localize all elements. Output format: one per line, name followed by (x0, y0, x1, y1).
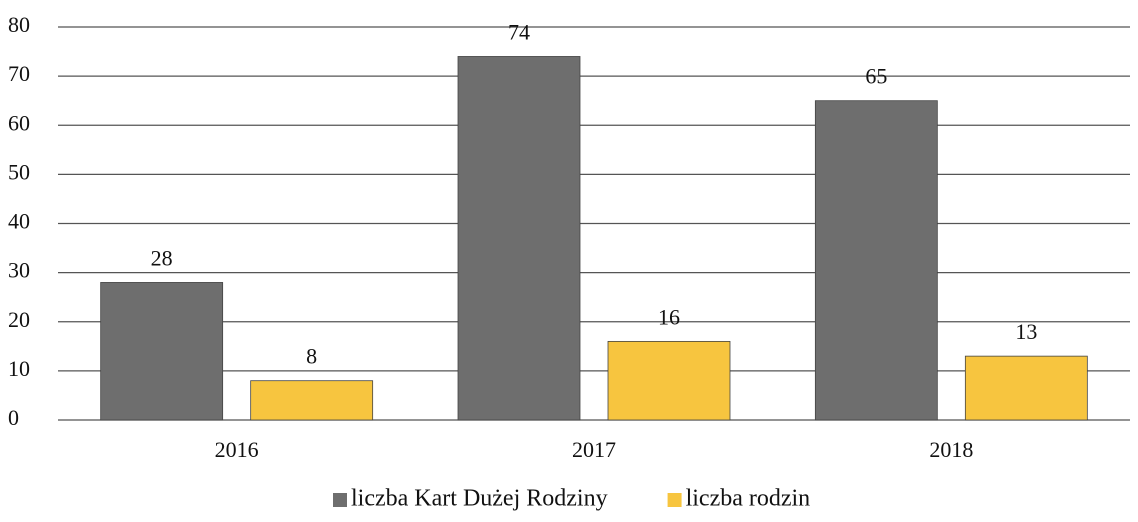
y-tick-label: 40 (8, 209, 30, 234)
y-tick-label: 10 (8, 356, 30, 381)
y-tick-label: 70 (8, 61, 30, 86)
y-tick-label: 80 (8, 12, 30, 37)
value-label: 16 (658, 304, 680, 329)
legend-swatch (667, 493, 682, 507)
value-label: 8 (306, 344, 317, 369)
legend-label: liczba rodzin (686, 486, 811, 512)
x-tick-label: 2017 (572, 437, 616, 462)
x-tick-label: 2018 (929, 437, 973, 462)
x-tick-label: 2016 (215, 437, 259, 462)
y-tick-label: 0 (8, 405, 19, 430)
bar (814, 100, 938, 421)
y-tick-label: 20 (8, 307, 30, 332)
legend-swatch (333, 493, 347, 507)
value-label: 28 (151, 245, 173, 270)
y-tick-label: 50 (8, 159, 30, 184)
value-label: 65 (865, 64, 887, 89)
bar (607, 340, 731, 421)
value-label: 74 (508, 20, 530, 45)
y-tick-label: 30 (8, 258, 30, 283)
value-label: 13 (1015, 319, 1037, 344)
y-tick-label: 60 (8, 110, 30, 135)
legend-label: liczba Kart Dużej Rodziny (351, 486, 608, 512)
bar (457, 56, 581, 421)
bar (250, 380, 374, 421)
bar (964, 355, 1088, 421)
bar (100, 282, 224, 421)
